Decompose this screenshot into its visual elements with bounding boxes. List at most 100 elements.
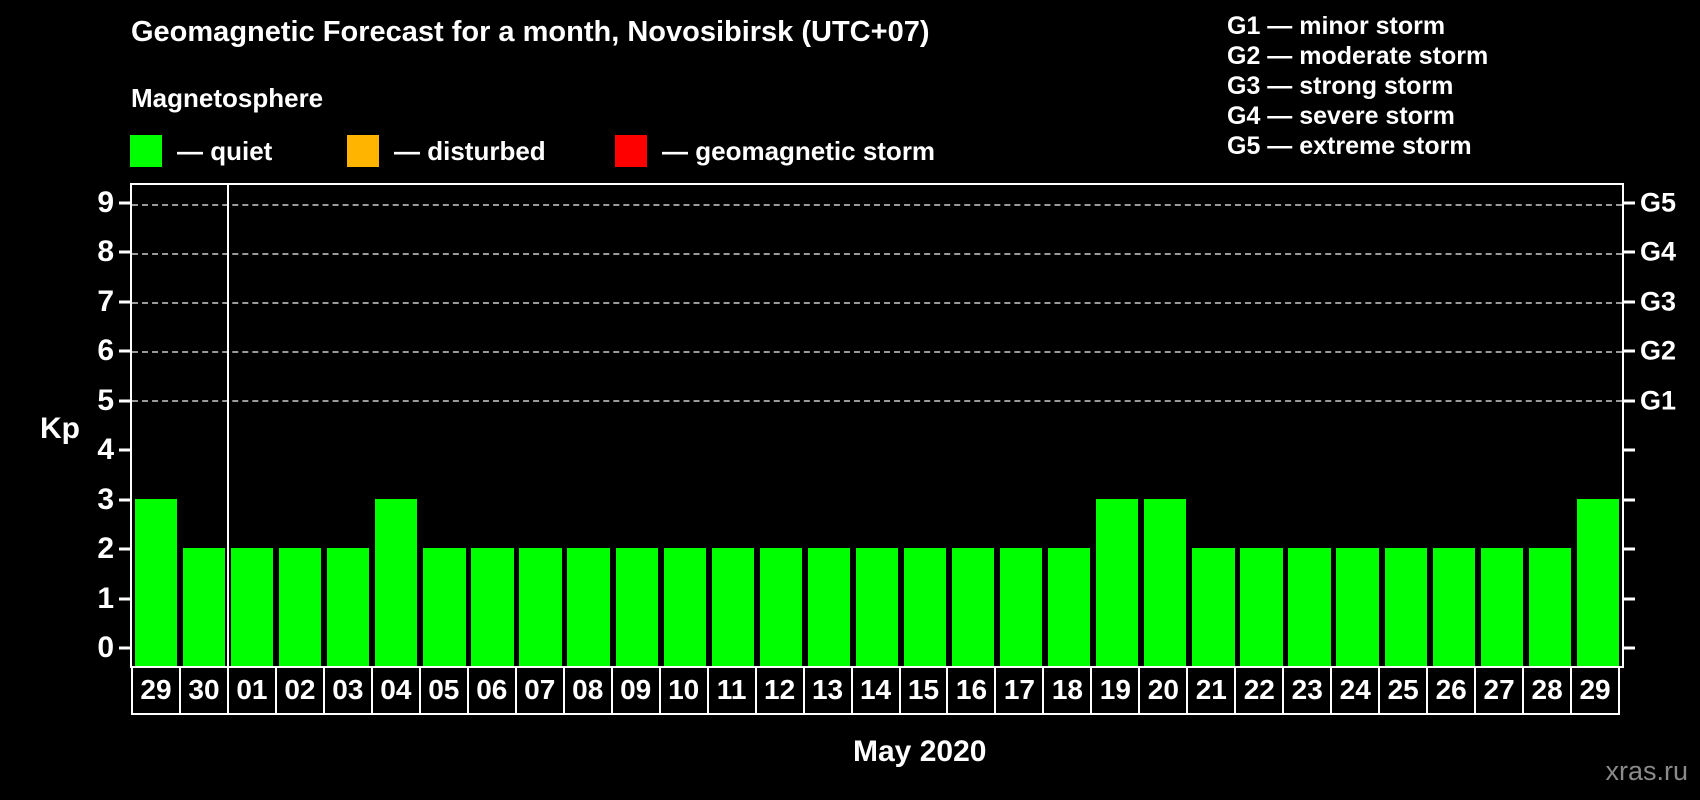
- kp-bar-day-28: [1528, 548, 1571, 666]
- day-label-cell: 13: [805, 668, 853, 713]
- bar-slot-28: [1526, 185, 1574, 666]
- day-label-cell: 03: [325, 668, 373, 713]
- g1-legend-line: G1 — minor storm: [1227, 12, 1446, 40]
- kp-bar-day-11: [711, 548, 754, 666]
- kp-bar-day-20: [1144, 499, 1187, 666]
- kp-bar-day-07: [519, 548, 562, 666]
- bar-slot-18: [1045, 185, 1093, 666]
- day-label-cell: 14: [853, 668, 901, 713]
- kp-bar-day-27: [1480, 548, 1523, 666]
- disturbed-label: — disturbed: [394, 135, 546, 166]
- y-tick-label-2: 2: [97, 532, 114, 566]
- kp-bar-day-30: [182, 548, 226, 666]
- kp-bar-day-17: [1000, 548, 1043, 666]
- day-label-cell: 29: [1572, 668, 1621, 713]
- right-tick-8: [1624, 250, 1635, 254]
- bar-slot-15: [901, 185, 949, 666]
- bar-slot-13: [805, 185, 853, 666]
- kp-bar-day-23: [1288, 548, 1331, 666]
- kp-bar-day-25: [1384, 548, 1427, 666]
- quiet-color-swatch: [130, 135, 162, 167]
- right-tick-5: [1624, 399, 1635, 403]
- bar-slot-06: [468, 185, 516, 666]
- right-tick-6: [1624, 349, 1635, 353]
- month-separator-line: [227, 185, 230, 666]
- day-label-cell: 22: [1236, 668, 1285, 713]
- gridline-kp-7: [132, 301, 1622, 304]
- day-label-cell: 17: [996, 668, 1045, 713]
- bar-slot-21: [1189, 185, 1237, 666]
- day-label-cell: 20: [1140, 668, 1189, 713]
- g3-legend-line: G3 — strong storm: [1227, 72, 1454, 100]
- bar-slot-10: [661, 185, 709, 666]
- bar-slot-27: [1478, 185, 1526, 666]
- day-label-cell: 24: [1332, 668, 1381, 713]
- kp-bar-day-01: [231, 548, 274, 666]
- day-label-cell: 15: [901, 668, 949, 713]
- y-tick-label-1: 1: [97, 581, 114, 615]
- day-label-cell: 09: [613, 668, 661, 713]
- bar-slot-12: [757, 185, 805, 666]
- day-labels-strip: 29 30 01 02 03 04 05 06 07 08 09 10 11 12 13 14 15 16 17 18…: [131, 668, 1621, 715]
- left-tick-4: [119, 448, 130, 452]
- kp-bar-day-06: [471, 548, 514, 666]
- day-label-cell: 28: [1524, 668, 1573, 713]
- magnetosphere-label: Magnetosphere: [131, 83, 324, 113]
- g-scale-legend: G1 — minor storm G2 — moderate storm G3 …: [1227, 11, 1488, 161]
- kp-bar-chart: 0 1 2 3 4 5 6 7 8 9 G1 G2 G3 G4 G5: [97, 183, 1676, 668]
- day-label-cell: 02: [277, 668, 325, 713]
- geomagnetic-storm-label: — geomagnetic storm: [662, 135, 936, 166]
- bar-slot-07: [517, 185, 565, 666]
- kp-bar-day-19: [1096, 499, 1139, 666]
- bar-slot-30: [180, 185, 228, 666]
- plot-area: [130, 183, 1624, 668]
- g-scale-label-g1: G1: [1640, 385, 1677, 416]
- bar-slot-11: [709, 185, 757, 666]
- kp-bar-day-03: [327, 548, 370, 666]
- kp-bar-day-29: [1576, 499, 1620, 666]
- left-tick-7: [119, 300, 130, 304]
- day-label-cell: 05: [421, 668, 469, 713]
- y-tick-label-9: 9: [97, 185, 114, 219]
- day-label-cell: 30: [181, 668, 229, 713]
- day-label-cell: 23: [1284, 668, 1333, 713]
- day-label-cell: 11: [709, 668, 757, 713]
- kp-bar-day-13: [807, 548, 851, 666]
- bar-slot-04: [372, 185, 420, 666]
- y-tick-label-5: 5: [97, 383, 114, 417]
- day-label-cell: 27: [1476, 668, 1525, 713]
- kp-bar-day-09: [615, 548, 658, 666]
- left-tick-8: [119, 250, 130, 254]
- kp-bar-day-24: [1336, 548, 1379, 666]
- left-tick-2: [119, 547, 130, 551]
- left-tick-1: [119, 597, 130, 601]
- kp-bar-day-29: [134, 499, 178, 666]
- day-label-cell: 06: [469, 668, 517, 713]
- kp-bar-day-22: [1240, 548, 1283, 666]
- right-tick-1: [1624, 597, 1635, 601]
- y-tick-label-6: 6: [97, 334, 114, 368]
- left-tick-9: [119, 201, 130, 205]
- bar-slot-01: [228, 185, 276, 666]
- y-tick-label-4: 4: [97, 433, 114, 467]
- right-tick-0: [1624, 646, 1635, 650]
- g-scale-label-g4: G4: [1640, 236, 1677, 267]
- right-tick-3: [1624, 498, 1635, 502]
- bar-slot-25: [1382, 185, 1430, 666]
- legend: — quiet — disturbed — geomagnetic storm: [0, 135, 1700, 167]
- day-label-cell: 07: [517, 668, 565, 713]
- day-label-cell: 19: [1092, 668, 1141, 713]
- day-label-cell: 08: [565, 668, 613, 713]
- geomagnetic-storm-color-swatch: [615, 135, 647, 167]
- bar-slot-24: [1334, 185, 1382, 666]
- y-tick-label-3: 3: [97, 482, 114, 516]
- right-tick-7: [1624, 300, 1635, 304]
- kp-bar-day-05: [423, 548, 466, 666]
- y-axis-title: Kp: [40, 412, 80, 445]
- right-tick-4: [1624, 448, 1635, 452]
- bar-slot-17: [997, 185, 1045, 666]
- chart-title: Geomagnetic Forecast for a month, Novosi…: [131, 16, 930, 48]
- bar-slot-08: [565, 185, 613, 666]
- g4-legend-line: G4 — severe storm: [1227, 102, 1455, 130]
- day-label-cell: 18: [1044, 668, 1093, 713]
